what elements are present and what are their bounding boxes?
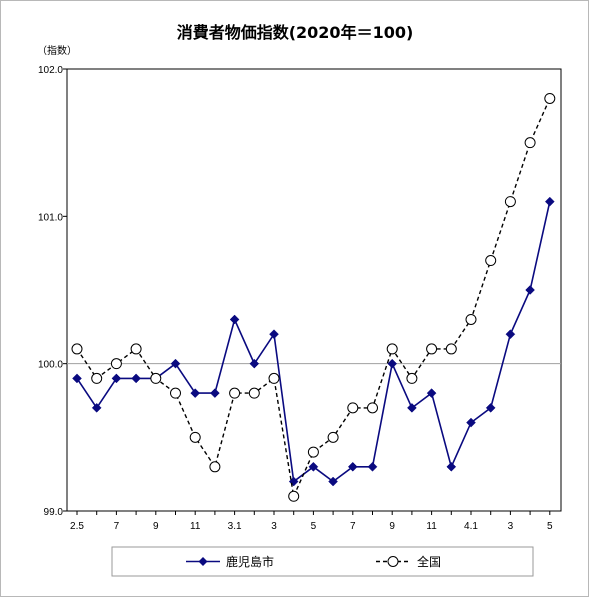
x-tick-label: 9 [153, 521, 159, 532]
series-1-point [505, 329, 516, 340]
x-tick-label: 7 [114, 521, 120, 532]
y-tick-label: 100.0 [38, 360, 63, 371]
series-2-point [189, 431, 201, 443]
series-2-point [130, 343, 142, 355]
series-1-point [269, 329, 279, 340]
series-2-point [347, 402, 359, 414]
x-tick-label: 9 [389, 521, 395, 532]
series-2-point [465, 313, 477, 325]
series-2-point [170, 387, 181, 399]
legend-label-1: 鹿児島市 [226, 554, 274, 569]
y-axis-unit-label: （指数） [37, 44, 77, 57]
x-tick-label: 4.1 [464, 521, 478, 532]
series-1-point [485, 403, 496, 413]
series-2-point [524, 137, 536, 149]
series-1-point [308, 461, 319, 472]
legend-marker-circle [387, 556, 399, 567]
series-1-point [466, 417, 476, 428]
x-tick-label: 3 [271, 521, 277, 532]
series-2-point [504, 196, 516, 208]
series-1-point [91, 403, 102, 413]
series-layer [71, 92, 556, 502]
series-1-point [446, 461, 457, 472]
x-tick-label: 2.5 [70, 521, 84, 532]
series-2-point [406, 372, 418, 384]
plot-area [66, 68, 562, 512]
series-2-point [426, 343, 438, 355]
series-1-point [210, 388, 220, 398]
x-tick-label: 11 [190, 521, 201, 532]
series-2-point [544, 92, 556, 104]
series-1-point [190, 388, 201, 398]
series-1-point [544, 196, 555, 207]
x-tick-label: 7 [350, 521, 356, 532]
series-1-point [347, 461, 358, 472]
y-tick-label: 99.0 [44, 507, 64, 518]
series-2-point [268, 372, 280, 384]
series-2-point [209, 461, 221, 473]
series-2-point [367, 402, 378, 414]
series-1-point [387, 358, 398, 369]
series-2-point [307, 446, 319, 458]
series-2-point [288, 490, 300, 502]
series-1-point [249, 358, 260, 369]
series-1-point [328, 476, 338, 487]
series-1-point [426, 388, 437, 398]
series-2-point [386, 343, 398, 355]
legend-marker-diamond [198, 557, 208, 566]
legend-label-2: 全国 [417, 554, 441, 569]
x-tick-label: 5 [311, 521, 317, 532]
x-tick-label: 11 [426, 521, 437, 532]
legend: 鹿児島市 全国 [186, 554, 441, 569]
y-tick-labels: 99.0 100.0 101.0 102.0 [38, 65, 67, 518]
series-2-point [229, 387, 241, 399]
series-2-point [71, 343, 83, 355]
series-1-point [407, 403, 417, 413]
series-1-point [229, 314, 240, 325]
series-2-point [248, 387, 260, 399]
legend-box [111, 546, 534, 577]
series-1-point [525, 285, 535, 295]
x-tick-labels: 2.5 7 9 11 3.1 3 5 7 9 11 4.1 3 5 [70, 511, 553, 532]
y-tick-label: 101.0 [38, 212, 63, 223]
x-tick-label: 3.1 [228, 521, 242, 532]
series-2-point [91, 372, 103, 384]
x-tick-label: 5 [547, 521, 553, 532]
series-2-point [485, 255, 497, 267]
series-1-point [170, 358, 181, 369]
series-2-point [110, 358, 122, 370]
y-tick-label: 102.0 [38, 65, 63, 76]
series-1-point [72, 373, 82, 384]
series-1-point [111, 373, 122, 384]
series-1-point [367, 461, 378, 472]
series-1-point [131, 373, 141, 384]
series-2-point [150, 372, 162, 384]
series-2-point [445, 343, 457, 355]
x-tick-label: 3 [508, 521, 514, 532]
series-2-point [327, 431, 339, 443]
chart-title: 消費者物価指数(2020年＝100) [177, 23, 414, 42]
